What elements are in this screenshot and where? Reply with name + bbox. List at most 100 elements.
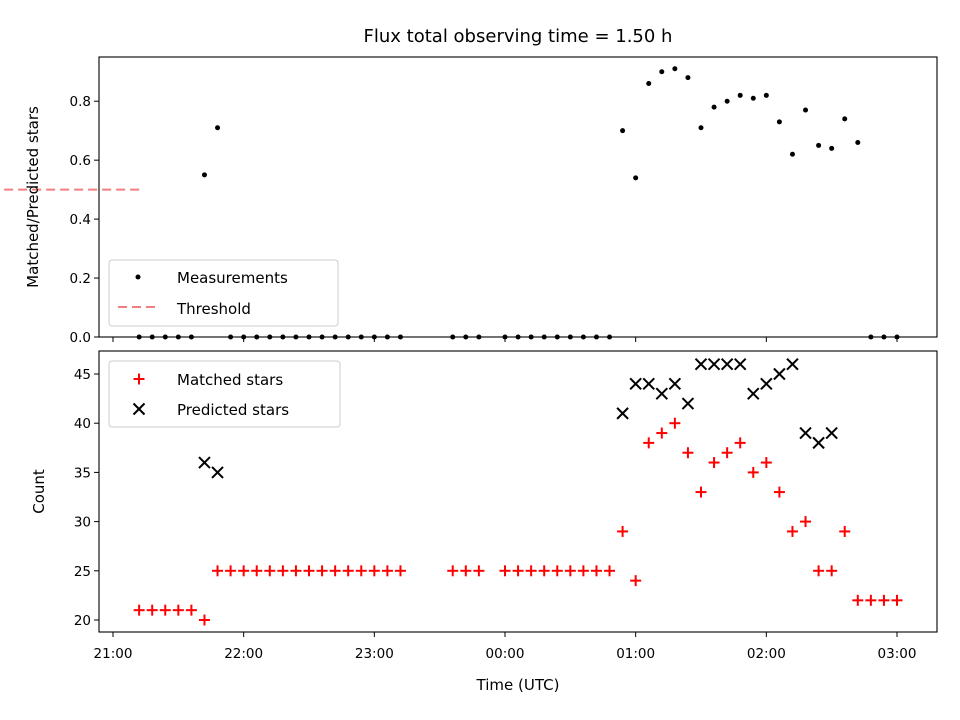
predicted-stars-legend-marker [132, 402, 146, 416]
matched-star-point [891, 594, 903, 606]
matched-star-point [394, 565, 406, 577]
measurement-point [711, 104, 717, 110]
matched-star-point [159, 604, 171, 616]
matched-star-point [551, 565, 563, 577]
threshold-legend-label: Threshold [176, 300, 251, 318]
top-y-ticks: 0.0 0.2 0.4 0.6 0.8 [70, 94, 99, 346]
matched-star-point [865, 594, 877, 606]
bottom-y-axis-label: Count [30, 469, 48, 514]
bottom-y-tick-label: 20 [74, 613, 91, 629]
bottom-y-tick-label: 30 [74, 515, 91, 531]
measurement-point [698, 125, 704, 131]
matched-star-point [734, 437, 746, 449]
measurement-point [685, 75, 691, 81]
matched-star-point [577, 565, 589, 577]
x-axis-label: Time (UTC) [476, 676, 560, 694]
matched-star-point [146, 604, 158, 616]
matched-star-point [839, 525, 851, 537]
predicted-star-point [773, 367, 786, 381]
top-y-tick-label: 0.2 [70, 271, 91, 287]
matched-star-point [238, 565, 250, 577]
measurements-legend-marker [135, 274, 141, 280]
matched-star-point [329, 565, 341, 577]
matched-star-point [669, 417, 681, 429]
measurement-point [633, 175, 639, 181]
matched-star-point [368, 565, 380, 577]
matched-star-point [264, 565, 276, 577]
predicted-star-point [760, 377, 773, 391]
predicted-star-point [211, 466, 224, 479]
matched-star-point [878, 594, 890, 606]
matched-star-point [721, 447, 733, 459]
predicted-star-point [198, 456, 211, 469]
top-y-tick-label: 0.6 [70, 153, 91, 169]
measurement-point [842, 116, 848, 122]
matched-star-point [447, 565, 459, 577]
bottom-panel: 20 25 30 35 40 45 21:00 22:00 23:00 00:00 01:00 02… [30, 350, 938, 694]
measurement-point [646, 81, 652, 87]
matched-star-point [212, 565, 224, 577]
matched-stars-legend-glyph [133, 373, 145, 385]
x-tick-label: 21:00 [94, 646, 133, 662]
predicted-star-point [825, 426, 838, 440]
matched-star-point [604, 565, 616, 577]
measurement-point [776, 119, 782, 125]
matched-star-point [460, 565, 472, 577]
matched-star-point [251, 565, 263, 577]
x-tick-label: 23:00 [355, 646, 394, 662]
matched-star-point [617, 525, 629, 537]
x-tick-label: 00:00 [486, 646, 525, 662]
matched-star-point [512, 565, 524, 577]
measurement-point [789, 151, 795, 157]
measurement-point [737, 92, 743, 98]
matched-star-point [185, 604, 197, 616]
matched-star-point [499, 565, 511, 577]
matched-stars-legend-label: Matched stars [177, 371, 283, 389]
matched-star-point [773, 486, 785, 498]
matched-star-point [277, 565, 289, 577]
predicted-star-point [629, 377, 642, 391]
matched-stars-points [133, 417, 903, 626]
top-y-tick-label: 0.4 [70, 212, 91, 228]
top-y-tick-label: 0.0 [70, 330, 91, 346]
measurement-point [724, 98, 730, 104]
predicted-star-point [786, 357, 799, 371]
predicted-star-point [616, 407, 629, 420]
predicted-star-point [681, 397, 695, 410]
matched-star-point [800, 516, 812, 528]
matched-star-point [826, 565, 838, 577]
bottom-y-tick-label: 25 [74, 564, 91, 580]
measurement-point [672, 66, 678, 72]
x-tick-label: 02:00 [747, 646, 786, 662]
top-y-tick-label: 0.8 [70, 94, 91, 110]
measurement-point [763, 92, 769, 98]
matched-star-point [342, 565, 354, 577]
matched-star-point [290, 565, 302, 577]
bottom-legend-box [108, 360, 341, 428]
predicted-stars-points [198, 357, 838, 479]
matched-star-point [133, 604, 145, 616]
matched-star-point [381, 565, 393, 577]
matched-star-point [355, 565, 367, 577]
top-legend: Measurements Threshold [108, 259, 339, 327]
matched-star-point [682, 447, 694, 459]
measurement-point [829, 145, 835, 151]
matched-star-point [225, 565, 237, 577]
matched-star-point [564, 565, 576, 577]
matched-star-point [813, 565, 825, 577]
bottom-y-tick-label: 35 [74, 465, 91, 481]
matched-stars-legend-marker [133, 373, 145, 385]
bottom-legend: Matched stars Predicted stars [108, 360, 341, 428]
matched-star-point [656, 427, 668, 439]
predicted-star-point [733, 357, 747, 371]
matched-star-point [695, 486, 707, 498]
bottom-y-ticks: 20 25 30 35 40 45 [74, 367, 99, 629]
top-x-ticks [112, 337, 898, 342]
predicted-star-point [707, 357, 721, 371]
top-legend-box [108, 259, 339, 327]
matched-star-point [303, 565, 315, 577]
matched-star-point [760, 457, 772, 469]
measurement-point [659, 69, 665, 75]
matched-star-point [786, 525, 798, 537]
predicted-star-point [720, 357, 734, 371]
